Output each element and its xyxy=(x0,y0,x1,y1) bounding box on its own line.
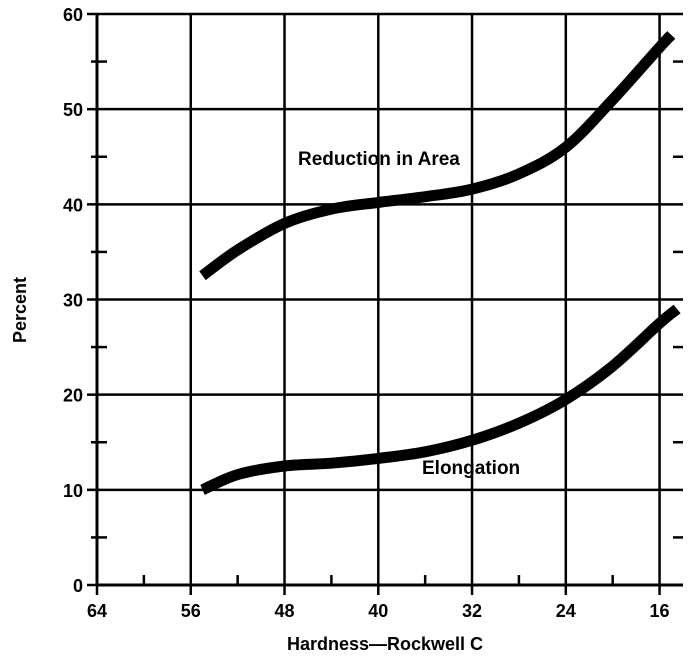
x-tick-label: 32 xyxy=(462,601,482,621)
y-axis-label: Percent xyxy=(10,277,30,343)
x-axis-label: Hardness—Rockwell C xyxy=(287,634,483,654)
x-tick-label: 56 xyxy=(181,601,201,621)
x-tick-label: 64 xyxy=(87,601,107,621)
tick-marks xyxy=(87,12,683,595)
y-tick-label: 40 xyxy=(63,195,83,215)
y-tick-label: 10 xyxy=(63,481,83,501)
y-tick-label: 50 xyxy=(63,100,83,120)
y-tick-label: 60 xyxy=(63,5,83,25)
grid xyxy=(97,14,683,585)
y-tick-label: 20 xyxy=(63,386,83,406)
series-label-elongation: Elongation xyxy=(422,458,520,479)
chart-text: Hardness—Rockwell C Percent Reduction in… xyxy=(10,5,670,654)
x-tick-label: 48 xyxy=(275,601,295,621)
series-label-reduction-in-area: Reduction in Area xyxy=(298,149,460,170)
series-lines xyxy=(199,31,681,495)
y-tick-label: 0 xyxy=(73,576,83,596)
x-tick-label: 24 xyxy=(556,601,576,621)
series-line-elongation xyxy=(200,304,681,495)
series-line-reduction-in-area xyxy=(199,31,676,281)
x-tick-label: 40 xyxy=(368,601,388,621)
x-tick-label: 16 xyxy=(650,601,670,621)
y-tick-label: 30 xyxy=(63,291,83,311)
